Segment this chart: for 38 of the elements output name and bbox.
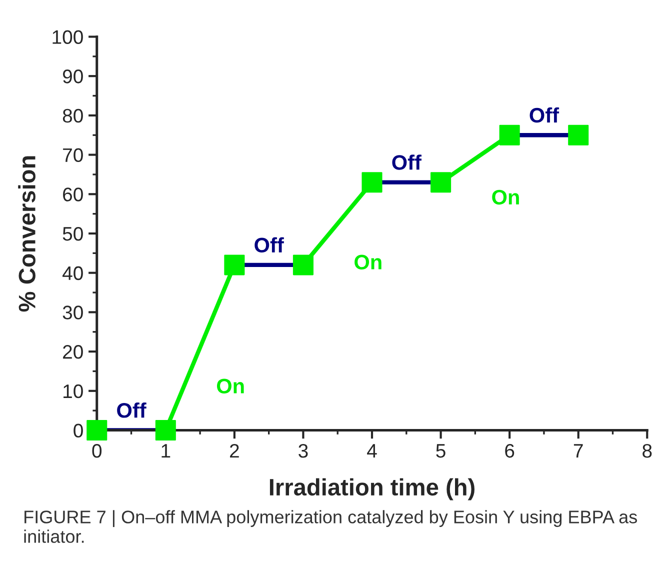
y-tick-label: 50 bbox=[62, 226, 83, 241]
x-tick-label: 4 bbox=[367, 444, 377, 458]
y-tick-label: 10 bbox=[64, 384, 83, 398]
x-tick-label: 2 bbox=[230, 444, 239, 458]
y-tick-label: 70 bbox=[63, 148, 83, 162]
y-tick-label: 20 bbox=[63, 345, 83, 359]
point bbox=[292, 254, 314, 276]
y-tick-label: 90 bbox=[62, 70, 83, 84]
x-tick-label: 6 bbox=[505, 444, 514, 458]
point bbox=[155, 420, 176, 441]
point bbox=[499, 124, 520, 146]
caption: FIGURE 7 | On–off MMA polymerization catalyzed by Eosin Y using EBPA as initiator. bbox=[24, 510, 637, 543]
y-tick-label: 0 bbox=[74, 424, 83, 438]
point bbox=[86, 420, 108, 441]
x-tick-label: 5 bbox=[436, 444, 446, 458]
x-tick-label: 3 bbox=[298, 444, 308, 458]
series-label: Off bbox=[392, 154, 422, 170]
x-tick-label: 1 bbox=[162, 444, 170, 458]
series-label: Off bbox=[117, 402, 146, 418]
point bbox=[568, 124, 589, 146]
x-tick-label: 7 bbox=[574, 444, 583, 458]
series-label: On bbox=[354, 254, 382, 270]
point bbox=[224, 254, 245, 276]
y-axis-title: % Conversion bbox=[18, 156, 36, 312]
y-tick-label: 80 bbox=[62, 108, 83, 123]
series-label: Off bbox=[254, 237, 284, 253]
series-label: On bbox=[216, 378, 244, 394]
y-tick-label: 100 bbox=[52, 30, 83, 44]
point bbox=[362, 172, 382, 193]
series-label: On bbox=[492, 190, 519, 205]
x-tick-label: 8 bbox=[642, 444, 652, 458]
y-tick-label: 40 bbox=[62, 266, 83, 280]
series-label: Off bbox=[530, 107, 560, 123]
x-tick-label: 0 bbox=[92, 444, 102, 458]
y-tick-label: 60 bbox=[63, 188, 83, 202]
y-tick-label: 30 bbox=[62, 306, 83, 320]
x-axis-title: Irradiation time (h) bbox=[270, 478, 474, 500]
point bbox=[430, 172, 452, 193]
